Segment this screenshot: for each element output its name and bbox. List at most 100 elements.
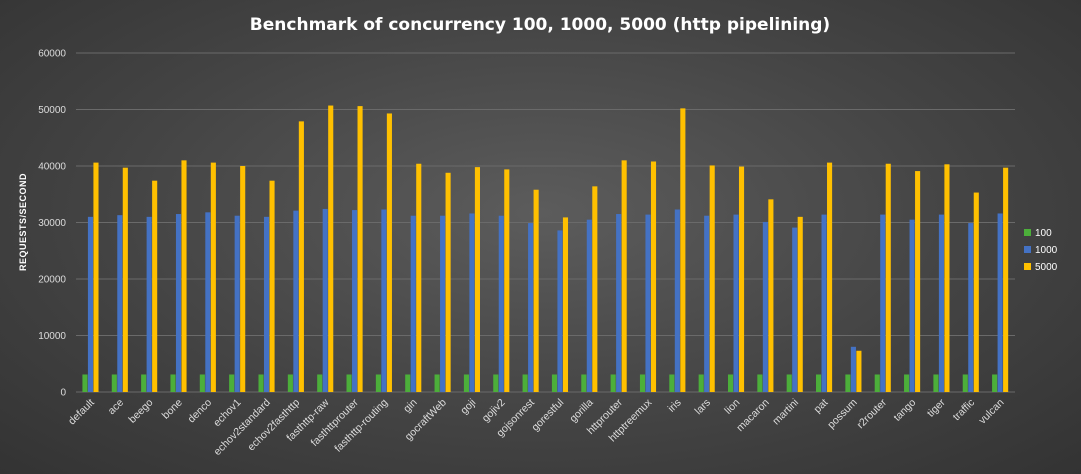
bar-100-httprouter [610,374,616,392]
bar-1000-httptreemux [645,214,651,392]
bar-1000-martini [792,227,798,392]
x-tick-label: lars [693,397,713,417]
bar-5000-gorestful [562,217,569,392]
x-tick-label: martini [770,397,801,428]
bar-100-fasthttp-routing [375,374,381,392]
legend-label-100: 100 [1035,228,1052,239]
x-tick-label: gorestful [529,397,566,434]
chart-title: Benchmark of concurrency 100, 1000, 5000… [250,15,830,35]
bar-5000-bone [181,160,187,392]
x-tick-label: goji [458,397,478,417]
bar-100-gocraftWeb [434,374,440,392]
bar-5000-lars [709,165,715,392]
bar-100-httptreemux [639,374,646,392]
bar-5000-traffic [973,192,979,392]
x-tick-label: denco [185,397,214,426]
bar-1000-echov1 [234,215,240,392]
y-tick-label: 40000 [38,162,66,173]
bar-5000-default [93,162,99,392]
legend-label-5000: 5000 [1035,262,1058,273]
bar-5000-ace [122,167,128,392]
bar-100-default [82,374,88,392]
x-tick-label: gin [401,397,420,416]
bar-5000-fasthttp-routing [386,113,392,392]
bar-5000-fasthttprouter [357,106,363,393]
bar-100-ace [111,374,117,392]
bar-100-tiger [933,374,939,392]
bar-1000-gin [410,215,416,392]
legend-swatch-100 [1024,229,1031,236]
bar-1000-vulcan [997,213,1003,392]
y-tick-label: 50000 [38,105,66,116]
bar-100-lars [698,374,704,392]
gridlines [76,52,1015,393]
bar-5000-fasthttp-raw [328,105,334,393]
bar-1000-ace [117,215,123,392]
bar-1000-fasthttp-raw [322,208,328,392]
bar-1000-r2router [880,214,886,392]
bar-100-martini [786,374,792,392]
bar-100-vulcan [992,374,998,392]
legend-swatch-1000 [1024,246,1031,253]
bar-5000-tango [915,171,921,392]
bar-100-iris [669,374,675,392]
bar-5000-tiger [944,164,950,392]
bar-5000-r2router [885,163,891,392]
bar-100-gorestful [551,374,558,392]
bar-5000-echov2fasthttp [298,121,304,393]
bars [82,105,1009,393]
x-tick-label: iris [666,397,684,415]
bar-100-fasthttprouter [346,374,352,392]
bar-1000-gojiv2 [498,215,504,392]
legend-swatch-5000 [1024,263,1031,270]
bar-5000-httptreemux [650,161,657,392]
bar-100-echov2standard [258,374,264,392]
bar-1000-echov2standard [263,216,270,392]
bar-5000-gin [416,163,422,392]
y-axis-label: REQUESTS/SECOND [18,173,28,271]
y-axis-tick-labels: 0 10000 20000 30000 40000 50000 60000 [38,49,66,399]
legend: 100 1000 5000 [1024,228,1058,273]
x-tick-label: lion [722,397,742,417]
bar-5000-gojsonrest [533,189,539,392]
bar-100-lion [727,374,734,392]
bar-100-r2router [874,374,880,392]
x-tick-label: r2router [855,396,890,431]
bar-1000-iris [674,209,680,392]
x-tick-label: vulcan [976,397,1006,427]
bar-1000-default [87,216,94,392]
legend-label-1000: 1000 [1035,245,1058,256]
bar-1000-lion [733,214,739,392]
x-tick-label: tiger [925,396,948,419]
bar-5000-martini [797,216,803,392]
y-tick-label: 30000 [38,218,66,229]
bar-1000-macaron [762,221,768,392]
bar-100-gin [405,374,411,392]
bar-100-macaron [757,374,763,392]
bar-1000-fasthttp-routing [381,209,387,392]
bar-5000-denco [210,162,216,392]
bar-100-echov1 [229,374,235,392]
bar-1000-denco [205,212,211,392]
y-tick-label: 0 [60,388,66,399]
bar-1000-echov2fasthttp [293,210,299,392]
bar-1000-httprouter [616,214,622,392]
bar-100-traffic [962,374,968,392]
x-tick-label: ace [106,397,127,418]
bar-100-pat [816,374,822,392]
bar-100-echov2fasthttp [287,374,293,392]
bar-1000-pat [821,214,827,392]
bar-5000-macaron [768,199,774,392]
bar-1000-traffic [968,223,974,392]
bar-5000-httprouter [621,160,627,392]
bar-100-gojsonrest [522,374,528,392]
bar-1000-fasthttprouter [352,210,358,392]
bar-5000-possum [856,350,862,392]
bar-5000-vulcan [1003,167,1009,392]
bar-100-gojiv2 [493,374,499,392]
x-tick-label: default [66,397,97,428]
bar-1000-goji [469,213,475,392]
x-tick-label: possum [825,396,860,431]
bar-5000-echov1 [240,166,246,392]
